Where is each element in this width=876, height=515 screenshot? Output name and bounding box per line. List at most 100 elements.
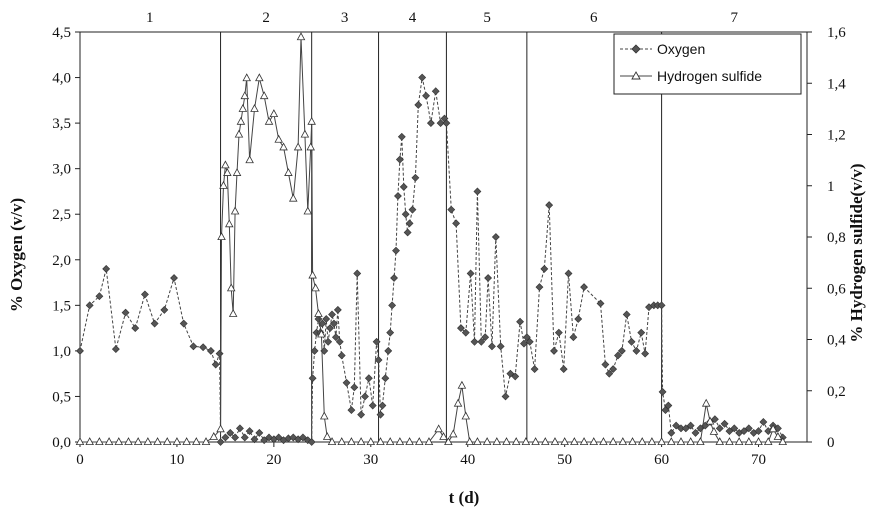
oxygen-point (335, 337, 344, 346)
hydrogen-sulfide-point (734, 437, 744, 446)
hydrogen-sulfide-point (274, 134, 283, 143)
hydrogen-sulfide-point (667, 437, 676, 446)
hydrogen-sulfide-point (201, 437, 211, 446)
oxygen-point (569, 333, 578, 342)
oxygen-point (641, 349, 650, 358)
phase-label: 7 (731, 10, 739, 26)
y-right-tick-label: 0 (827, 435, 835, 451)
oxygen-point (405, 219, 414, 228)
oxygen-point (255, 428, 264, 437)
oxygen-point (550, 346, 558, 355)
oxygen-point (481, 333, 490, 342)
oxygen-point (216, 438, 225, 446)
x-tick-label: 30 (363, 452, 378, 468)
y-right-tick-label: 0,4 (827, 333, 846, 349)
oxygen-point (150, 319, 159, 328)
hydrogen-sulfide-point (303, 206, 313, 215)
oxygen-point (160, 305, 169, 314)
hydrogen-sulfide-point (457, 380, 467, 389)
oxygen-point (596, 299, 605, 308)
hydrogen-sulfide-point (288, 193, 298, 202)
oxygen-point (461, 328, 470, 337)
y-right-tick-label: 1 (827, 179, 835, 195)
hydrogen-sulfide-point (234, 129, 244, 138)
hydrogen-sulfide-point (264, 116, 274, 125)
y-right-tick-label: 1,4 (827, 76, 846, 92)
hydrogen-sulfide-point (511, 437, 521, 446)
oxygen-point (530, 365, 539, 374)
oxygen-point (111, 345, 120, 353)
hydrogen-sulfide-point (453, 398, 463, 407)
oxygen-point (525, 337, 534, 346)
y-left-tick-label: 4,5 (52, 25, 71, 41)
hydrogen-sulfide-point (143, 437, 153, 446)
oxygen-series-line (79, 77, 784, 444)
oxygen-point (442, 119, 451, 128)
oxygen-point (330, 319, 338, 328)
y-right-axis-ticks: 0 0,2 0,4 0,6 0,8 1 1,2 1,4 1,6 (807, 25, 846, 451)
oxygen-point (422, 91, 430, 100)
oxygen-point (386, 328, 395, 337)
legend-oxygen-marker (631, 44, 641, 54)
hydrogen-sulfide-point (465, 437, 474, 446)
oxygen-point (260, 436, 269, 445)
oxygen-point (337, 351, 346, 360)
oxygen-point (390, 274, 398, 282)
oxygen-point (141, 290, 149, 299)
hydrogen-sulfide-point (217, 232, 226, 241)
oxygen-point (715, 424, 724, 433)
hydrogen-sulfide-series-line (80, 37, 784, 443)
oxygen-point (601, 360, 610, 369)
oxygen-point (76, 346, 84, 355)
hydrogen-sulfide-point (705, 416, 715, 425)
oxygen-point (226, 428, 235, 437)
oxygen-point (401, 210, 410, 219)
hydrogen-sulfide-point (75, 437, 85, 446)
y-left-tick-label: 1,5 (52, 298, 71, 314)
hydrogen-sulfide-point (725, 437, 734, 446)
hydrogen-sulfide-point (317, 329, 326, 338)
hydrogen-sulfide-point (314, 309, 323, 317)
oxygen-point (102, 264, 111, 273)
oxygen-point (520, 339, 528, 348)
y-left-tick-label: 0,5 (52, 389, 71, 405)
oxygen-point (426, 119, 435, 128)
oxygen-point (559, 365, 568, 374)
oxygen-point (372, 337, 381, 346)
hydrogen-sulfide-point (133, 437, 143, 446)
y-left-tick-label: 3,5 (52, 116, 71, 132)
oxygen-point (368, 401, 377, 410)
phase-labels: 1 2 3 4 5 6 7 (146, 10, 739, 26)
oxygen-point (522, 333, 531, 342)
oxygen-point (605, 369, 614, 378)
oxygen-point (491, 233, 500, 241)
hydrogen-sulfide-point (709, 426, 719, 435)
oxygen-point (564, 269, 573, 278)
hydrogen-sulfide-point (306, 142, 315, 151)
oxygen-point (388, 301, 397, 310)
hydrogen-sulfide-point (269, 109, 279, 117)
oxygen-point (672, 421, 681, 430)
hydrogen-sulfide-point (628, 437, 637, 446)
phase-label: 5 (483, 10, 491, 26)
oxygen-point (250, 435, 259, 444)
hydrogen-sulfide-point (502, 437, 511, 446)
oxygen-point (554, 328, 563, 337)
oxygen-point (206, 346, 215, 355)
phase-label: 4 (409, 10, 417, 26)
hydrogen-sulfide-point (114, 437, 124, 446)
hydrogen-sulfide-point (228, 309, 238, 317)
hydrogen-sulfide-point (259, 91, 269, 100)
y-right-tick-label: 1,6 (827, 25, 846, 41)
oxygen-point (353, 269, 362, 278)
hydrogen-sulfide-point (95, 437, 104, 446)
x-axis-ticks: 0 10 20 30 40 50 60 70 (76, 442, 766, 468)
legend-h2s-label: Hydrogen sulfide (657, 68, 762, 84)
phase-label: 2 (262, 10, 270, 26)
oxygen-point (170, 274, 178, 282)
oxygen-point (720, 419, 729, 428)
oxygen-point (85, 301, 94, 310)
oxygen-point (637, 328, 646, 337)
oxygen-point (516, 317, 525, 326)
hydrogen-sulfide-point (296, 32, 306, 41)
